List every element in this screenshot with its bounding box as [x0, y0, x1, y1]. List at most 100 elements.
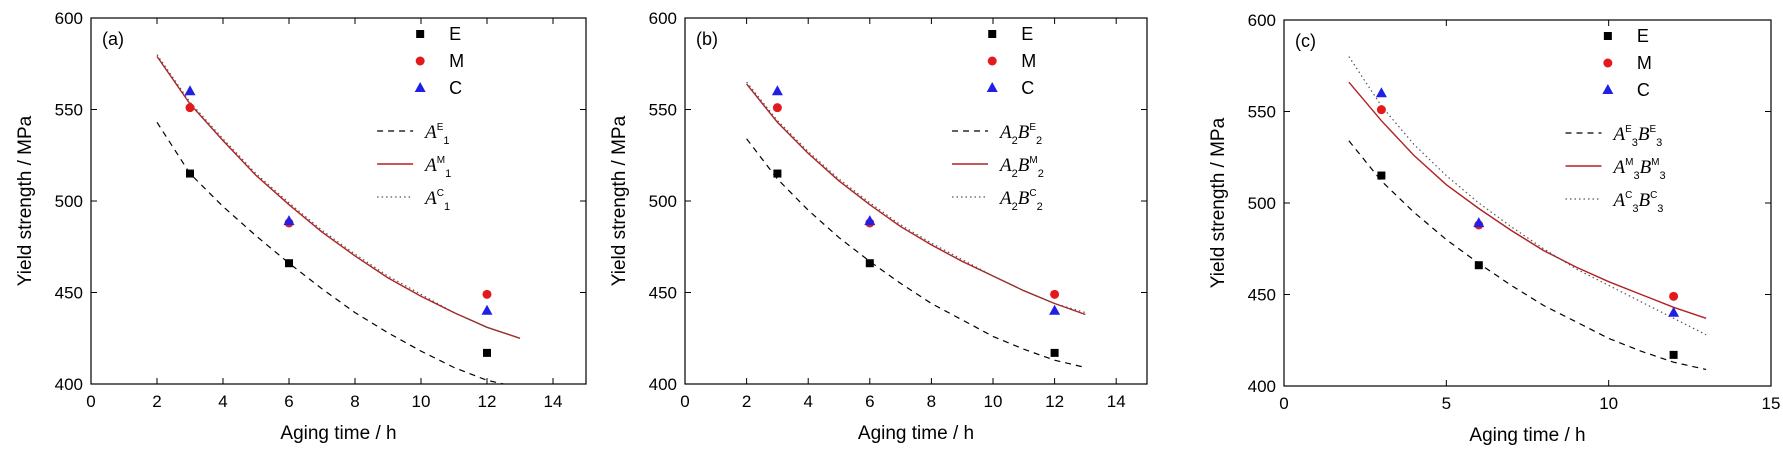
point-C-12 — [481, 304, 493, 315]
legend-marker-M — [1603, 58, 1613, 68]
y-tick-label: 500 — [1248, 194, 1276, 213]
point-C-3 — [1375, 87, 1387, 98]
x-tick-label: 4 — [218, 392, 227, 411]
legend-fit-label-A3MB3M: AM3BM3 — [1611, 157, 1665, 182]
legend-label-M: M — [1021, 51, 1036, 71]
x-tick-label: 10 — [412, 392, 431, 411]
legend-label-E: E — [449, 24, 461, 44]
point-M-3 — [185, 103, 195, 113]
fit-line-A3CB3C — [1348, 56, 1707, 336]
point-C-12 — [1049, 304, 1061, 315]
y-tick-label: 450 — [1248, 286, 1276, 305]
x-tick-label: 8 — [927, 392, 936, 411]
legend-label-E: E — [1021, 24, 1033, 44]
point-C-6 — [283, 215, 295, 226]
x-tick-label: 10 — [1599, 394, 1618, 413]
chart-panel-3: 0 5 10 15 400 450 500 550 600 Aging time / h Yield… — [1208, 11, 1780, 446]
y-tick-label: 400 — [649, 375, 677, 394]
y-axis-label: Yield strength / MPa — [15, 115, 36, 286]
y-axis-label: Yield strength / MPa — [609, 115, 630, 286]
x-axis-label: Aging time / h — [280, 423, 396, 444]
point-C-6 — [864, 215, 876, 226]
legend-fit-label-A3CB3C: AC3BC3 — [1611, 190, 1663, 215]
x-tick-label: 5 — [1442, 394, 1451, 413]
point-M-12 — [482, 289, 492, 299]
x-tick-label: 0 — [1279, 394, 1288, 413]
legend-marker-M — [415, 56, 425, 66]
fit-line-A2B2E — [746, 138, 1086, 369]
point-E-3 — [1377, 171, 1386, 180]
legend-fit-label-A2B2M: A2BM2 — [998, 155, 1044, 180]
point-C-3 — [771, 85, 783, 96]
point-E-6 — [285, 259, 293, 268]
point-E-12 — [1669, 350, 1678, 359]
y-tick-label: 550 — [55, 101, 83, 120]
point-C-6 — [1473, 217, 1485, 228]
legend-marker-E — [416, 30, 425, 38]
point-C-3 — [184, 85, 196, 96]
x-tick-label: 8 — [350, 392, 359, 411]
y-tick-label: 550 — [649, 101, 677, 120]
legend-fit-label-A1M: AM1 — [423, 155, 451, 180]
x-tick-label: 0 — [86, 392, 95, 411]
y-tick-label: 500 — [649, 192, 677, 211]
x-tick-label: 12 — [1045, 392, 1064, 411]
x-tick-label: 6 — [865, 392, 874, 411]
legend-fit-label-A1C: AC1 — [423, 188, 450, 213]
y-tick-label: 550 — [1248, 103, 1276, 122]
point-M-12 — [1669, 291, 1679, 301]
x-axis-label: Aging time / h — [858, 423, 974, 444]
legend-marker-C — [1602, 84, 1614, 94]
legend-fit-label-A3EB3E: AE3BE3 — [1611, 124, 1662, 149]
fit-line-A1E — [156, 121, 507, 384]
fit-line-A3MB3M — [1348, 81, 1707, 319]
y-tick-label: 400 — [1248, 377, 1276, 396]
x-tick-label: 6 — [284, 392, 293, 411]
fit-line-A2B2C — [746, 81, 1086, 314]
point-E-6 — [865, 259, 874, 268]
x-tick-label: 2 — [152, 392, 161, 411]
y-tick-label: 450 — [55, 284, 83, 303]
legend-fit-label-A2B2E: A2BE2 — [998, 122, 1042, 147]
legend-label-C: C — [1637, 80, 1650, 100]
y-tick-label: 450 — [649, 284, 677, 303]
legend-label-E: E — [1637, 26, 1649, 46]
fit-line-A3EB3E — [1348, 140, 1707, 371]
x-axis-label: Aging time / h — [1469, 425, 1585, 446]
legend-marker-E — [988, 30, 997, 38]
panel-label: (a) — [102, 29, 124, 49]
x-tick-label: 15 — [1762, 394, 1781, 413]
legend-fit-label-A2B2C: A2BC2 — [998, 188, 1043, 213]
legend-marker-C — [986, 82, 998, 92]
x-tick-label: 10 — [984, 392, 1003, 411]
legend-label-C: C — [449, 78, 462, 98]
y-tick-label: 400 — [55, 375, 83, 394]
legend-marker-M — [987, 56, 997, 66]
x-tick-label: 14 — [1107, 392, 1126, 411]
point-E-12 — [483, 348, 491, 357]
point-E-3 — [773, 169, 782, 178]
fit-line-A1M — [156, 56, 521, 339]
point-M-3 — [1376, 105, 1386, 115]
x-tick-label: 12 — [478, 392, 497, 411]
legend-label-M: M — [1637, 53, 1652, 73]
point-C-12 — [1668, 306, 1680, 317]
y-tick-label: 500 — [55, 192, 83, 211]
y-tick-label: 600 — [55, 9, 83, 28]
chart-panel-1: 0 2 4 6 8 10 12 14 400 450 500 550 600 Aging time / h… — [15, 9, 587, 444]
legend-label-C: C — [1021, 78, 1034, 98]
point-E-12 — [1050, 348, 1059, 357]
point-E-3 — [186, 169, 194, 178]
legend-marker-E — [1603, 32, 1612, 40]
legend-marker-C — [414, 82, 426, 92]
x-tick-label: 4 — [803, 392, 812, 411]
chart-panel-2: 0 2 4 6 8 10 12 14 400 450 500 550 600 Aging time / h… — [609, 9, 1148, 444]
y-tick-label: 600 — [1248, 11, 1276, 30]
point-E-6 — [1474, 261, 1483, 270]
panel-label: (b) — [696, 29, 718, 49]
fit-line-A1C — [156, 54, 521, 339]
plot-frame — [90, 17, 587, 385]
x-tick-label: 2 — [742, 392, 751, 411]
panel-label: (c) — [1295, 31, 1316, 51]
